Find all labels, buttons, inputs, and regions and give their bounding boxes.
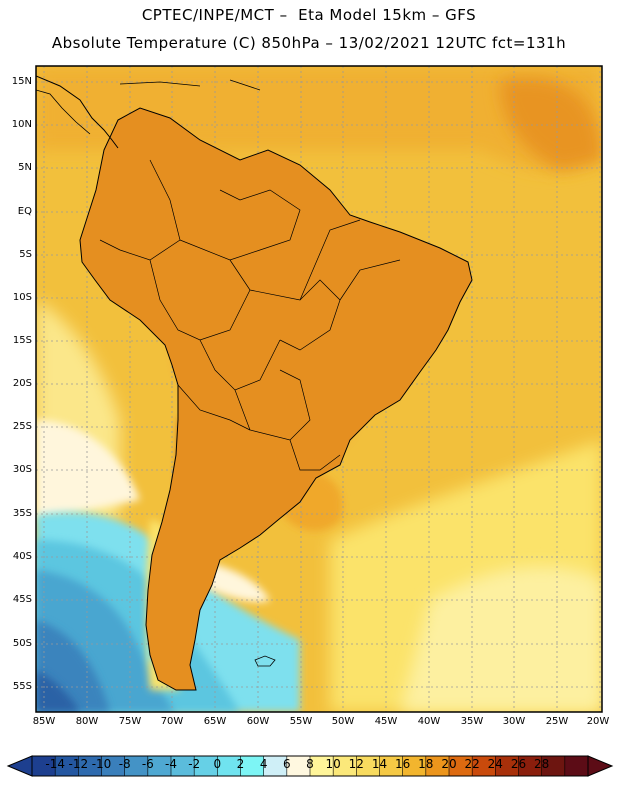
- colorbar-label: 2: [236, 757, 245, 771]
- lat-label: 45S: [12, 594, 32, 605]
- lat-label: 15S: [12, 335, 32, 346]
- colorbar-label: 24: [487, 757, 503, 771]
- colorbar-label: 22: [464, 757, 480, 771]
- map-frame: [35, 65, 603, 713]
- lon-label: 40W: [417, 716, 441, 727]
- colorbar: [6, 755, 614, 777]
- colorbar-label: 16: [395, 757, 411, 771]
- lon-label: 75W: [118, 716, 142, 727]
- colorbar-label: 4: [259, 757, 268, 771]
- lon-label: 20W: [586, 716, 610, 727]
- colorbar-label: 14: [371, 757, 388, 771]
- colorbar-label: 10: [325, 757, 341, 771]
- colorbar-label: 8: [306, 757, 314, 771]
- lat-label: 35S: [12, 508, 32, 519]
- coastline: [36, 75, 473, 691]
- colorbar-label: -10: [91, 757, 112, 771]
- lon-label: 30W: [502, 716, 526, 727]
- lat-label: 20S: [12, 378, 32, 389]
- colorbar-right-arrow: [587, 755, 614, 777]
- lat-label: 5N: [18, 162, 32, 173]
- lat-label: 25S: [12, 421, 32, 432]
- colorbar-label: 0: [213, 757, 222, 771]
- lat-label: 55S: [12, 681, 32, 692]
- colorbar-label: -2: [188, 757, 201, 771]
- lon-label: 60W: [246, 716, 270, 727]
- colorbar-left-arrow: [6, 755, 33, 777]
- colorbar-label: -6: [141, 757, 154, 771]
- colorbar-label: 18: [418, 757, 434, 771]
- lon-label: 65W: [203, 716, 227, 727]
- lat-label: 10N: [11, 119, 32, 130]
- colorbar-label: 20: [441, 757, 457, 771]
- title-line-1: CPTEC/INPE/MCT – Eta Model 15km – GFS: [141, 6, 477, 24]
- lon-label: 35W: [460, 716, 484, 727]
- lat-label: 40S: [12, 551, 32, 562]
- colorbar-label: 6: [282, 757, 291, 771]
- lat-label: 5S: [19, 249, 32, 260]
- lat-label: 10S: [12, 292, 32, 303]
- colorbar-label: 26: [510, 757, 527, 771]
- colorbar-label: 12: [348, 757, 364, 771]
- lon-label: 45W: [374, 716, 398, 727]
- lon-label: 55W: [289, 716, 313, 727]
- colorbar-label: 28: [534, 757, 550, 771]
- grid-lines: [36, 66, 602, 712]
- lon-label: 25W: [545, 716, 569, 727]
- lat-label: 50S: [12, 638, 32, 649]
- colorbar-label: -12: [68, 757, 89, 771]
- lon-label: 70W: [160, 716, 184, 727]
- lat-label: EQ: [17, 206, 32, 217]
- lat-label: 30S: [12, 464, 32, 475]
- lat-label: 15N: [11, 76, 32, 87]
- lon-label: 85W: [32, 716, 56, 727]
- colorbar-label: -8: [118, 757, 131, 771]
- colorbar-label: -14: [45, 757, 65, 771]
- colorbar-cell: [564, 755, 589, 777]
- title-line-2: Absolute Temperature (C) 850hPa – 13/02/…: [51, 34, 567, 52]
- colorbar-label: -4: [165, 757, 177, 771]
- lon-label: 50W: [331, 716, 355, 727]
- lon-label: 80W: [75, 716, 99, 727]
